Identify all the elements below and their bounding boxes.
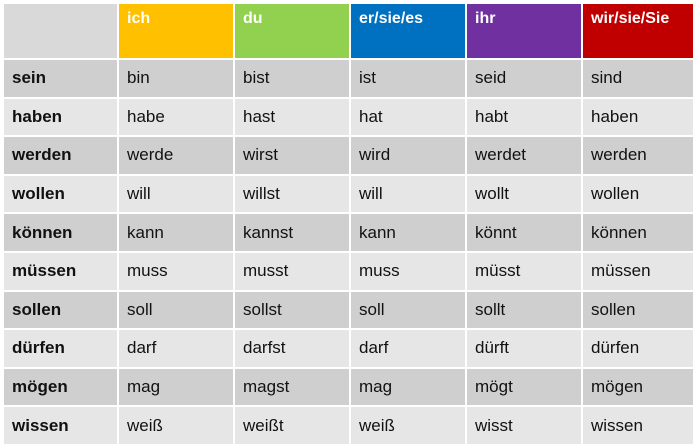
table-cell: wollt — [467, 175, 581, 213]
table-cell: weiß — [119, 407, 233, 444]
table-cell: haben — [583, 98, 693, 136]
table-cell: habe — [119, 98, 233, 136]
row-header-verb: sein — [4, 60, 117, 97]
table-cell: weißt — [235, 407, 349, 444]
table-cell: hat — [351, 98, 465, 136]
table-cell: mögt — [467, 368, 581, 406]
table-cell: hast — [235, 98, 349, 136]
row-header-verb: müssen — [4, 252, 117, 290]
table-cell: wissen — [583, 407, 693, 444]
table-cell: mögen — [583, 368, 693, 406]
table-cell: wird — [351, 137, 465, 174]
table-cell: musst — [235, 252, 349, 290]
table-cell: soll — [351, 291, 465, 329]
table-cell: müsst — [467, 252, 581, 290]
table-cell: werde — [119, 137, 233, 174]
table-cell: magst — [235, 368, 349, 406]
table-cell: darfst — [235, 330, 349, 367]
table-cell: sollst — [235, 291, 349, 329]
table-cell: muss — [119, 252, 233, 290]
table-cell: darf — [351, 330, 465, 367]
row-header-verb: können — [4, 214, 117, 251]
table-cell: kann — [119, 214, 233, 251]
table-cell: wollen — [583, 175, 693, 213]
table-cell: wirst — [235, 137, 349, 174]
row-header-verb: mögen — [4, 368, 117, 406]
table-cell: mag — [351, 368, 465, 406]
row-header-verb: wissen — [4, 407, 117, 444]
table-cell: sind — [583, 60, 693, 97]
table-cell: werdet — [467, 137, 581, 174]
table-cell: habt — [467, 98, 581, 136]
table-cell: kannst — [235, 214, 349, 251]
table-cell: muss — [351, 252, 465, 290]
table-cell: werden — [583, 137, 693, 174]
header-ihr: ihr — [467, 4, 581, 58]
table-cell: mag — [119, 368, 233, 406]
conjugation-table: ich du er/sie/es ihr wir/sie/Sie sein bin… — [4, 4, 693, 444]
table-cell: dürfen — [583, 330, 693, 367]
table-cell: darf — [119, 330, 233, 367]
table-cell: sollen — [583, 291, 693, 329]
table-cell: wisst — [467, 407, 581, 444]
table-cell: will — [351, 175, 465, 213]
header-du: du — [235, 4, 349, 58]
row-header-verb: haben — [4, 98, 117, 136]
table-cell: dürft — [467, 330, 581, 367]
header-ich: ich — [119, 4, 233, 58]
table-corner — [4, 4, 117, 58]
table-cell: ist — [351, 60, 465, 97]
header-er-sie-es: er/sie/es — [351, 4, 465, 58]
table-cell: sollt — [467, 291, 581, 329]
row-header-verb: sollen — [4, 291, 117, 329]
table-cell: kann — [351, 214, 465, 251]
table-cell: bist — [235, 60, 349, 97]
table-cell: müssen — [583, 252, 693, 290]
table-cell: will — [119, 175, 233, 213]
table-cell: weiß — [351, 407, 465, 444]
table-cell: willst — [235, 175, 349, 213]
table-cell: soll — [119, 291, 233, 329]
row-header-verb: wollen — [4, 175, 117, 213]
header-wir-sie-Sie: wir/sie/Sie — [583, 4, 693, 58]
table-cell: können — [583, 214, 693, 251]
row-header-verb: werden — [4, 137, 117, 174]
row-header-verb: dürfen — [4, 330, 117, 367]
table-cell: bin — [119, 60, 233, 97]
table-cell: könnt — [467, 214, 581, 251]
table-cell: seid — [467, 60, 581, 97]
